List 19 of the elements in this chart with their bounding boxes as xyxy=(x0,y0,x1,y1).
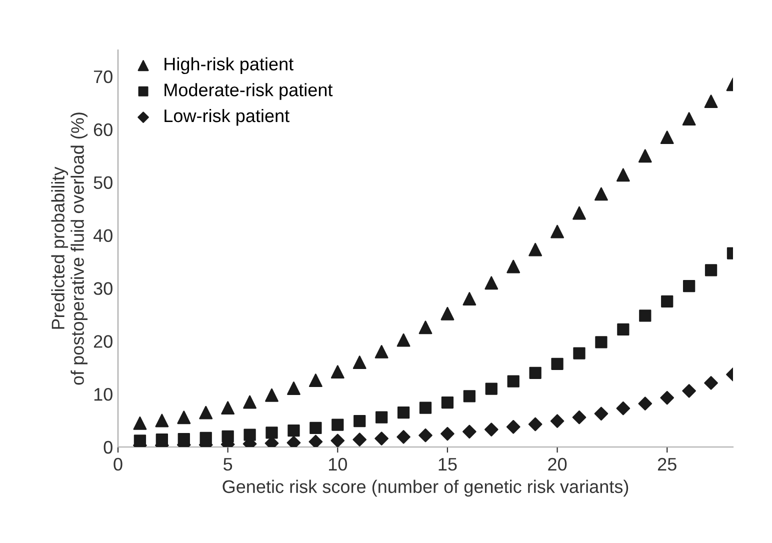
x-tick-label: 15 xyxy=(438,458,457,471)
x-tick-label: 25 xyxy=(658,458,676,471)
y-tick-label: 60 xyxy=(94,123,112,136)
y-axis-title: Predicted probability of postoperative fluid overload (%) xyxy=(51,112,88,385)
x-axis-title: Genetic risk score (number of genetic risk variants) xyxy=(222,480,628,497)
x-tick-label: 20 xyxy=(548,458,567,471)
legend-label: Moderate-risk patient xyxy=(164,83,333,100)
y-tick-label: 40 xyxy=(93,229,112,242)
y-tick-label: 0 xyxy=(104,440,112,454)
y-tick-label: 30 xyxy=(94,282,112,295)
y-tick-label: 10 xyxy=(94,388,112,401)
y-tick-label: 50 xyxy=(94,176,112,190)
x-tick-label: 0 xyxy=(114,458,122,471)
legend-label: High-risk patient xyxy=(164,57,294,74)
x-tick-label: 5 xyxy=(224,458,232,471)
y-tick-label: 20 xyxy=(94,335,112,348)
y-tick-label: 70 xyxy=(94,70,112,84)
x-tick-label: 10 xyxy=(328,458,347,471)
legend-label: Low-risk patient xyxy=(164,108,290,126)
